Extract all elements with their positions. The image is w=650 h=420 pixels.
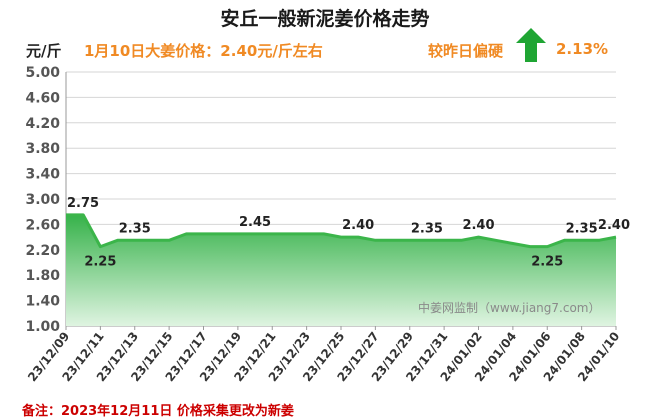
series-line bbox=[66, 213, 617, 249]
y-tick-label: 1.40 bbox=[25, 294, 60, 310]
data-label: 2.35 bbox=[411, 221, 443, 236]
y-tick-label: 5.00 bbox=[25, 65, 60, 81]
price-chart: 1.00 1.40 1.80 2.20 2.60 3.00 3.40 3.80 4.20 4.60… bbox=[25, 65, 630, 384]
y-tick-label: 3.80 bbox=[25, 141, 60, 157]
data-labels: 2.752.252.35 2.45 2.40 2.35 2.402.252.35 2.40 bbox=[67, 196, 630, 270]
data-label: 2.40 bbox=[598, 218, 630, 233]
watermark: 中姜网监制（www.jiang7.com） bbox=[418, 300, 600, 315]
y-tick-label: 3.00 bbox=[25, 192, 60, 208]
trend-label: 较昨日偏硬 bbox=[428, 42, 504, 60]
data-label: 2.35 bbox=[119, 221, 151, 236]
y-tick-label: 4.20 bbox=[25, 116, 60, 132]
y-tick-label: 1.80 bbox=[25, 268, 60, 284]
footnote: 备注：2023年12月11日 价格采集更改为新姜 bbox=[22, 404, 294, 419]
data-label: 2.25 bbox=[84, 255, 116, 270]
y-tick-label: 2.20 bbox=[25, 243, 60, 259]
data-label: 2.40 bbox=[342, 218, 374, 233]
up-arrow-icon bbox=[516, 28, 546, 62]
up-arrow-shape bbox=[516, 28, 546, 62]
area-series bbox=[66, 213, 617, 326]
data-label: 2.45 bbox=[239, 215, 271, 230]
y-tick-labels: 1.00 1.40 1.80 2.20 2.60 3.00 3.40 3.80 4.20 4.60… bbox=[25, 65, 60, 335]
area-fill bbox=[66, 214, 616, 326]
price-note: 1月10日大姜价格：2.40元/斤左右 bbox=[84, 42, 323, 60]
chart-title: 安丘一般新泥姜价格走势 bbox=[220, 8, 430, 30]
data-label: 2.25 bbox=[531, 255, 563, 270]
y-tick-label: 1.00 bbox=[25, 319, 60, 335]
unit-label: 元/斤 bbox=[26, 42, 62, 60]
y-tick-label: 4.60 bbox=[25, 90, 60, 106]
x-tick-labels: 23/12/0923/12/1123/12/1323/12/1523/12/17… bbox=[25, 326, 622, 384]
y-tick-label: 2.60 bbox=[25, 217, 60, 233]
data-label: 2.35 bbox=[566, 221, 598, 236]
trend-percent: 2.13% bbox=[556, 40, 609, 58]
y-tick-label: 3.40 bbox=[25, 167, 60, 183]
data-label: 2.75 bbox=[67, 196, 99, 211]
data-label: 2.40 bbox=[462, 218, 494, 233]
